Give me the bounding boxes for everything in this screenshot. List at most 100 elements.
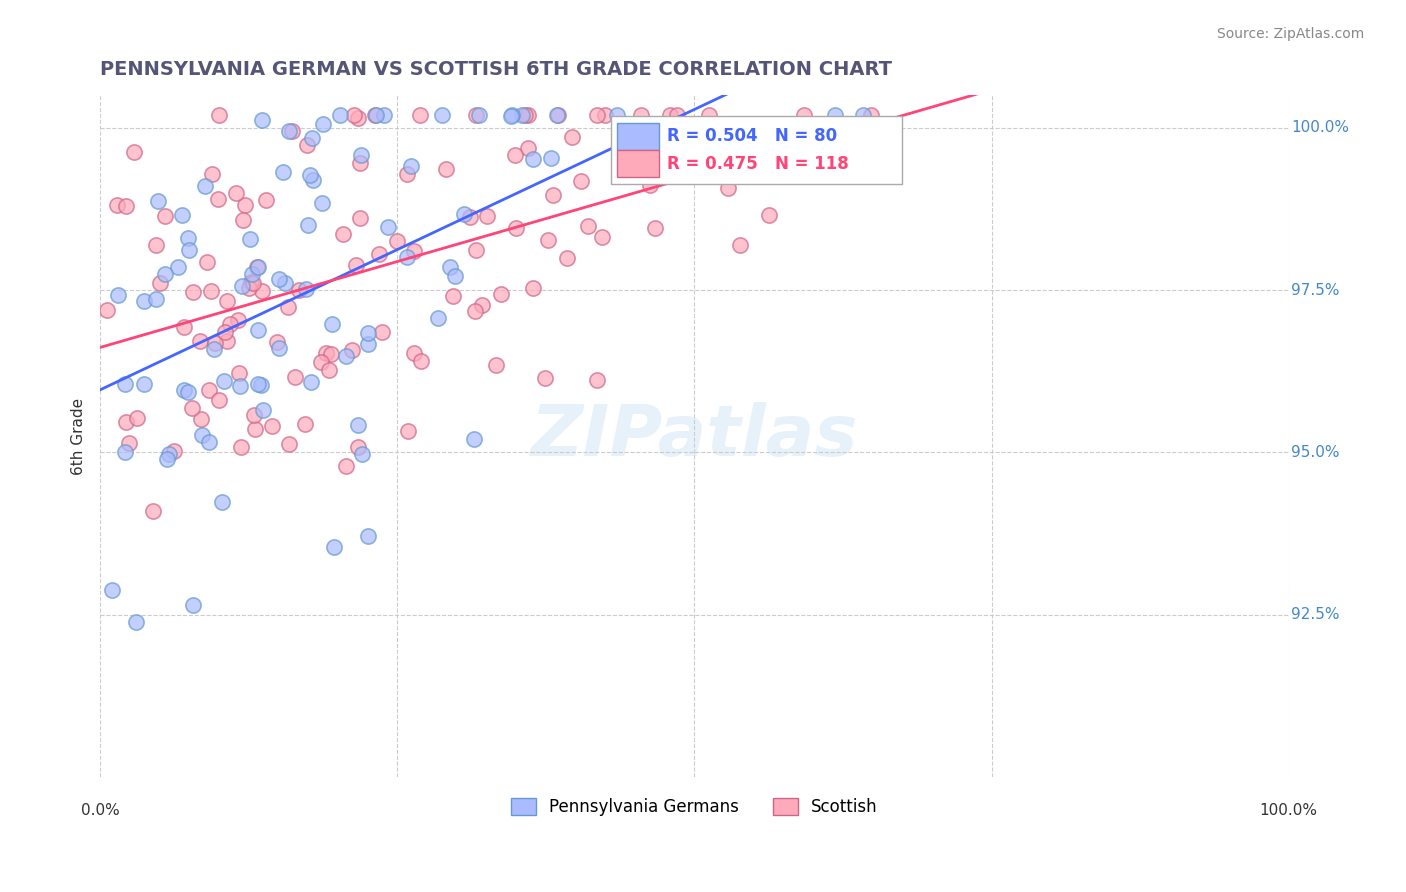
Point xyxy=(546,108,568,122)
Point xyxy=(343,108,366,122)
Point xyxy=(247,376,270,391)
FancyBboxPatch shape xyxy=(617,123,659,150)
Point xyxy=(202,342,225,356)
FancyBboxPatch shape xyxy=(612,116,903,184)
Point xyxy=(217,294,239,309)
Point xyxy=(229,440,252,454)
Point xyxy=(471,298,494,312)
Point xyxy=(177,385,200,400)
Point xyxy=(640,178,662,193)
Point xyxy=(346,440,368,454)
Point xyxy=(385,234,408,248)
Point xyxy=(443,268,465,283)
Point xyxy=(344,258,367,272)
Point xyxy=(250,284,273,298)
Point xyxy=(758,208,780,222)
Point xyxy=(177,231,200,245)
Point xyxy=(501,108,523,122)
Point xyxy=(491,287,513,301)
Point xyxy=(256,193,278,207)
Point xyxy=(114,444,136,458)
Point xyxy=(517,108,540,122)
Point xyxy=(409,354,432,368)
Point xyxy=(181,285,204,299)
Point xyxy=(229,379,252,393)
Point xyxy=(453,206,475,220)
Point xyxy=(630,108,652,122)
Point xyxy=(114,377,136,392)
Point xyxy=(409,108,432,122)
Point xyxy=(246,260,269,274)
Text: ZIPatlas: ZIPatlas xyxy=(530,401,858,471)
Point xyxy=(329,108,352,122)
Point xyxy=(357,337,380,351)
Point xyxy=(115,415,138,429)
Point xyxy=(441,289,464,303)
Point xyxy=(349,211,371,226)
Point xyxy=(717,181,740,195)
Point xyxy=(586,108,609,122)
Point xyxy=(252,402,274,417)
Point xyxy=(368,247,391,261)
Point xyxy=(242,276,264,290)
Point xyxy=(225,186,247,200)
Point xyxy=(250,378,273,392)
Point xyxy=(859,108,882,122)
Point xyxy=(173,319,195,334)
Point xyxy=(177,244,200,258)
Point xyxy=(266,334,288,349)
Point xyxy=(181,401,204,415)
Point xyxy=(118,435,141,450)
Point xyxy=(349,156,371,170)
Point xyxy=(319,347,342,361)
Point xyxy=(195,255,218,269)
Point xyxy=(485,358,508,372)
Point xyxy=(512,108,534,122)
Text: R = 0.475   N = 118: R = 0.475 N = 118 xyxy=(666,154,849,172)
Point xyxy=(295,282,318,296)
Point xyxy=(201,167,224,181)
Point xyxy=(463,433,485,447)
Text: 92.5%: 92.5% xyxy=(1291,607,1340,622)
Point xyxy=(505,221,527,235)
Point xyxy=(728,237,751,252)
Point xyxy=(321,317,343,331)
Point xyxy=(340,343,363,358)
Point xyxy=(464,108,486,122)
Text: Source: ZipAtlas.com: Source: ZipAtlas.com xyxy=(1216,27,1364,41)
Point xyxy=(311,354,333,368)
Point xyxy=(347,111,370,125)
Point xyxy=(591,230,613,244)
Point xyxy=(537,233,560,247)
Point xyxy=(301,131,323,145)
Point xyxy=(267,341,290,355)
Point xyxy=(267,271,290,285)
Point xyxy=(132,376,155,391)
Point xyxy=(516,141,538,155)
Point xyxy=(585,373,607,387)
Point xyxy=(145,293,167,307)
Point xyxy=(350,447,373,461)
Point xyxy=(240,268,263,282)
Point xyxy=(240,275,263,289)
Point xyxy=(396,168,419,182)
Text: 95.0%: 95.0% xyxy=(1291,445,1340,460)
Point xyxy=(540,151,562,165)
Point xyxy=(699,108,721,122)
Point xyxy=(153,267,176,281)
Point xyxy=(434,162,457,177)
Point xyxy=(153,209,176,223)
Point xyxy=(214,326,236,340)
Point xyxy=(208,108,231,122)
Point xyxy=(522,280,544,294)
Point xyxy=(373,108,395,122)
Point xyxy=(228,366,250,380)
Point xyxy=(252,112,274,127)
Point xyxy=(232,212,254,227)
Point xyxy=(302,173,325,187)
Point xyxy=(155,452,177,467)
Y-axis label: 6th Grade: 6th Grade xyxy=(72,398,86,475)
Point xyxy=(404,346,426,360)
Text: 100.0%: 100.0% xyxy=(1260,803,1317,818)
Point xyxy=(211,495,233,509)
